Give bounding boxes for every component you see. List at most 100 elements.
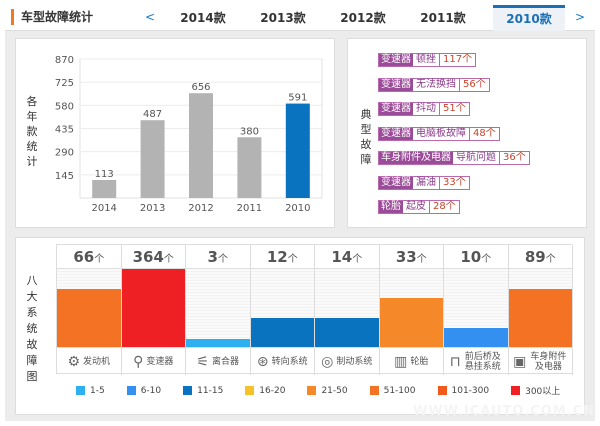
typical-faults-panel: 典型故障 变速器 顿挫 117个 变速器 无法换挡 56个 变速器 抖动 51个 变速器 电脑板故障… [347, 38, 587, 228]
system-count: 89个 [508, 245, 572, 269]
legend-swatch [245, 386, 255, 395]
fault-category: 变速器 [379, 127, 413, 140]
system-count: 3个 [186, 245, 250, 269]
legend-item: 51-100 [369, 384, 416, 397]
legend-swatch [126, 386, 136, 395]
bar-2012 [189, 93, 213, 198]
bar-2010 [285, 103, 310, 198]
fault-name: 顿挫 [413, 54, 440, 66]
legend-item: 6-10 [126, 384, 162, 397]
system-bar-area [186, 269, 250, 347]
fault-name: 无法换挡 [413, 78, 460, 91]
tab-2013[interactable]: 2013款 [260, 11, 306, 25]
fault-category: 轮胎 [379, 201, 403, 213]
system-bar [121, 269, 185, 347]
system-bar-area [250, 269, 314, 347]
legend-label: 101-300 [451, 385, 490, 396]
system-column[interactable]: 3个 ⚟ 离合器 [186, 245, 251, 375]
typical-fault-item[interactable]: 变速器 电脑板故障 48个 [378, 126, 500, 141]
legend-swatch [511, 386, 521, 395]
prev-arrow-icon[interactable]: < [145, 10, 156, 24]
fault-count: 36个 [503, 152, 526, 163]
year-bar-chart: 145 290 435 580 725 870 113 2014 487 2013 656 2012 3… [55, 55, 323, 214]
legend: 1-5 6-10 11-15 16-20 21-50 51-100 101-300 300以上 [76, 384, 582, 397]
fault-category: 变速器 [379, 103, 413, 115]
legend-item: 101-300 [437, 384, 490, 397]
typical-fault-item[interactable]: 变速器 顿挫 117个 [378, 53, 477, 67]
engine-icon: ⚙ [67, 353, 81, 370]
next-arrow-icon[interactable]: > [575, 10, 586, 24]
typical-fault-item[interactable]: 变速器 漏油 33个 [378, 175, 470, 190]
legend-swatch [76, 386, 85, 395]
fault-category: 车身附件及电器 [379, 152, 453, 164]
tab-2014[interactable]: 2014款 [180, 11, 226, 25]
legend-label: 6-10 [140, 385, 162, 396]
system-label: ▥ 轮胎 [379, 347, 443, 375]
typical-faults-label: 典型故障 [360, 108, 372, 166]
fault-name: 电脑板故障 [413, 127, 470, 140]
system-column[interactable]: 33个 ▥ 轮胎 [379, 245, 444, 375]
fault-count: 51个 [443, 103, 466, 114]
legend-label: 300以上 [525, 387, 561, 397]
system-bar [250, 318, 314, 347]
system-column[interactable]: 364个 ⚲ 变速器 [121, 245, 186, 375]
watermark: WWW.ICAUTO.COM.CN [413, 404, 595, 419]
fault-category: 变速器 [379, 176, 413, 189]
system-label: ⚲ 变速器 [121, 347, 185, 375]
fault-count: 117个 [443, 54, 473, 65]
system-column[interactable]: 66个 ⚙ 发动机 [57, 245, 122, 375]
typical-fault-item[interactable]: 车身附件及电器 导航问题 36个 [378, 151, 530, 165]
legend-swatch [369, 386, 379, 395]
brake-disc-icon: ◎ [321, 353, 334, 370]
legend-label: 1-5 [90, 385, 105, 396]
system-label: ⚟ 离合器 [186, 347, 250, 375]
tab-2012[interactable]: 2012款 [340, 11, 386, 25]
system-count: 364个 [121, 245, 185, 269]
system-bar-area [444, 269, 508, 347]
system-label: ⚙ 发动机 [57, 347, 121, 375]
legend-item: 11-15 [183, 384, 223, 397]
systems-panel: 八大系统故障图 66个 ⚙ 发动机 364个 ⚲ 变速器 3个 ⚟ 离合器 12个 ⊛ 转向系… [15, 237, 585, 415]
fault-name: 漏油 [413, 176, 440, 189]
system-bar [508, 288, 572, 347]
system-label: ▣ 车身附件及电器 [508, 347, 572, 375]
fault-name: 导航问题 [453, 152, 500, 164]
system-bar [57, 288, 121, 347]
x-tick-label: 2010 [285, 203, 310, 214]
tab-2011[interactable]: 2011款 [420, 11, 466, 25]
legend-swatch [307, 386, 317, 395]
data-label: 656 [191, 82, 210, 93]
system-bar-area [508, 269, 572, 347]
tab-2010[interactable]: 2010款 [493, 5, 565, 31]
fault-count: 28个 [433, 201, 456, 212]
fault-count: 56个 [463, 78, 486, 90]
system-label: ⊓ 前后桥及悬挂系统 [444, 347, 508, 375]
system-bar [315, 318, 379, 347]
systems-label: 八大系统故障图 [26, 274, 38, 383]
fault-name: 起皮 [403, 201, 430, 213]
typical-fault-item[interactable]: 变速器 无法换挡 56个 [378, 77, 490, 92]
data-label: 591 [288, 93, 307, 104]
system-column[interactable]: 12个 ⊛ 转向系统 [250, 245, 315, 375]
system-bar [444, 327, 508, 347]
data-label: 487 [143, 109, 162, 120]
legend-label: 51-100 [383, 385, 416, 396]
steering-wheel-icon: ⊛ [256, 353, 269, 370]
system-bar [186, 339, 250, 347]
battery-icon: ▣ [513, 353, 527, 370]
bar-2011 [237, 137, 262, 198]
system-column[interactable]: 14个 ◎ 制动系统 [315, 245, 380, 375]
system-column[interactable]: 10个 ⊓ 前后桥及悬挂系统 [444, 245, 509, 375]
typical-fault-item[interactable]: 变速器 抖动 51个 [378, 102, 470, 116]
system-column[interactable]: 89个 ▣ 车身附件及电器 [508, 245, 573, 375]
system-count: 66个 [57, 245, 121, 269]
system-bar-area [121, 269, 185, 347]
typical-fault-item[interactable]: 轮胎 起皮 28个 [378, 200, 460, 214]
year-chart-panel: 各年款统计 145 290 435 580 725 870 113 2014 487 2013 65… [15, 38, 335, 228]
x-tick-label: 2014 [91, 203, 116, 214]
section-title: 车型故障统计 [11, 9, 93, 25]
legend-item: 21-50 [307, 384, 348, 397]
systems-grid: 66个 ⚙ 发动机 364个 ⚲ 变速器 3个 ⚟ 离合器 12个 ⊛ 转向系统 14个 ◎ 制动… [56, 244, 573, 375]
year-chart-ylabel: 各年款统计 [26, 95, 38, 168]
y-tick-label: 870 [55, 55, 74, 66]
